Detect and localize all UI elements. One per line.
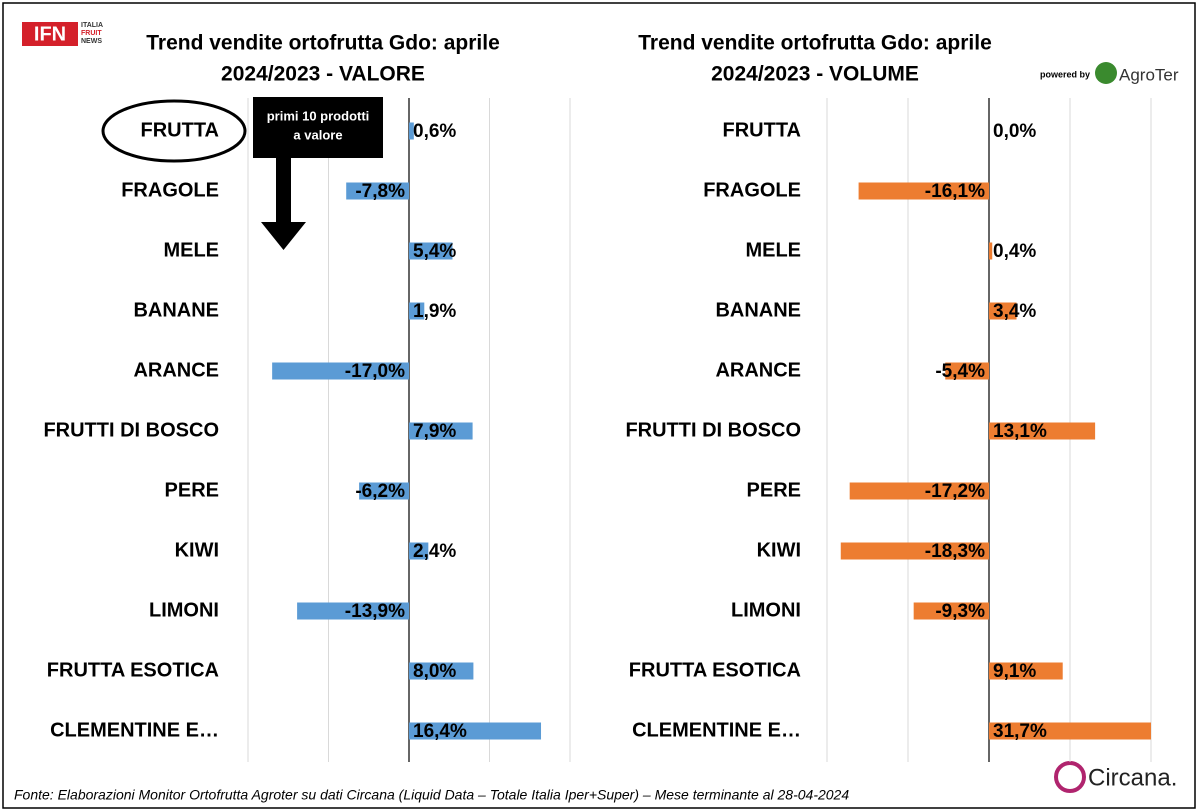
value-label: 0,4% — [993, 241, 1036, 262]
bar — [409, 242, 453, 260]
chart: Trend vendite ortofrutta Gdo: aprile 2024… — [625, 32, 1152, 762]
partner-icon — [1095, 62, 1117, 84]
bar — [409, 542, 429, 560]
logo-text: IFN — [34, 23, 66, 45]
chart-title: Trend vendite ortofrutta Gdo: aprile — [146, 32, 500, 55]
value-label: -9,3% — [935, 601, 985, 622]
category-label: MELE — [163, 239, 219, 261]
annotation-text: primi 10 prodotti — [267, 108, 370, 123]
value-label: -13,9% — [345, 601, 405, 622]
category-label: LIMONI — [149, 599, 219, 621]
category-label: FRUTTI DI BOSCO — [43, 419, 219, 441]
bar — [409, 122, 414, 140]
value-label: 0,6% — [413, 121, 456, 142]
value-label: 9,1% — [993, 661, 1036, 682]
provider-logo: Circana. — [1054, 761, 1177, 793]
value-label: -16,1% — [925, 181, 985, 202]
value-label: -6,2% — [355, 481, 405, 502]
value-label: 7,9% — [413, 421, 456, 442]
bar — [840, 542, 989, 560]
powered-by: powered by — [1040, 69, 1090, 79]
category-label: BANANE — [715, 299, 801, 321]
bar — [409, 722, 542, 740]
bar — [989, 422, 1096, 440]
highlight-ellipse — [101, 99, 247, 163]
category-label: MELE — [745, 239, 801, 261]
bar — [346, 182, 409, 200]
category-label: ARANCE — [715, 359, 801, 381]
logo-tagline: ITALIA — [81, 22, 103, 29]
category-label: FRUTTA ESOTICA — [47, 659, 219, 681]
value-label: -17,2% — [925, 481, 985, 502]
annotation-arrow — [261, 158, 306, 250]
value-label: 1,9% — [413, 301, 456, 322]
value-label: 13,1% — [993, 421, 1047, 442]
value-label: 5,4% — [413, 241, 456, 262]
chart-title: 2024/2023 - VALORE — [221, 63, 425, 86]
annotation-text: a valore — [293, 127, 342, 142]
bar — [989, 242, 993, 260]
partner-name: AgroTer — [1119, 65, 1179, 84]
bar — [989, 722, 1151, 740]
value-label: 31,7% — [993, 721, 1047, 742]
category-label: FRUTTA — [723, 119, 802, 141]
category-label: CLEMENTINE E… — [632, 719, 801, 741]
chart-title: 2024/2023 - VOLUME — [711, 63, 919, 86]
value-label: 0,0% — [993, 121, 1036, 142]
category-label: BANANE — [133, 299, 219, 321]
provider-name: Circana. — [1088, 764, 1177, 791]
value-label: 8,0% — [413, 661, 456, 682]
logo-tagline: FRUIT — [81, 30, 102, 37]
bar — [945, 362, 989, 380]
category-label: ARANCE — [133, 359, 219, 381]
category-label: FRAGOLE — [121, 179, 219, 201]
category-label: FRUTTA — [141, 119, 220, 141]
value-label: 16,4% — [413, 721, 467, 742]
category-label: CLEMENTINE E… — [50, 719, 219, 741]
bar — [297, 602, 409, 620]
ifn-logo: IFN ITALIA FRUIT NEWS — [22, 22, 103, 46]
category-label: KIWI — [757, 539, 801, 561]
category-label: LIMONI — [731, 599, 801, 621]
charts: Trend vendite ortofrutta Gdo: aprile 2024… — [43, 32, 1152, 762]
logo-tagline: NEWS — [81, 38, 102, 45]
bar — [359, 482, 409, 500]
bar — [858, 182, 989, 200]
category-label: PERE — [165, 479, 219, 501]
value-label: 2,4% — [413, 541, 456, 562]
value-label: -17,0% — [345, 361, 405, 382]
category-label: KIWI — [175, 539, 219, 561]
bar — [409, 302, 425, 320]
value-label: -18,3% — [925, 541, 985, 562]
value-label: -7,8% — [355, 181, 405, 202]
bar — [989, 302, 1017, 320]
chart: Trend vendite ortofrutta Gdo: aprile 2024… — [43, 32, 571, 762]
provider-icon — [1054, 761, 1086, 793]
bar — [272, 362, 409, 380]
category-label: FRUTTA ESOTICA — [629, 659, 801, 681]
value-label: 3,4% — [993, 301, 1036, 322]
bar — [849, 482, 989, 500]
bar — [913, 602, 989, 620]
partner-logo: powered by AgroTer — [1040, 62, 1179, 84]
bar — [409, 662, 474, 680]
bar — [409, 422, 473, 440]
value-label: -5,4% — [935, 361, 985, 382]
category-label: FRAGOLE — [703, 179, 801, 201]
logo-box — [22, 22, 78, 46]
source-note: Fonte: Elaborazioni Monitor Ortofrutta A… — [14, 787, 849, 803]
annotation-box — [253, 97, 383, 158]
category-label: FRUTTI DI BOSCO — [625, 419, 801, 441]
bar — [989, 662, 1063, 680]
category-label: PERE — [747, 479, 801, 501]
chart-title: Trend vendite ortofrutta Gdo: aprile — [638, 32, 992, 55]
